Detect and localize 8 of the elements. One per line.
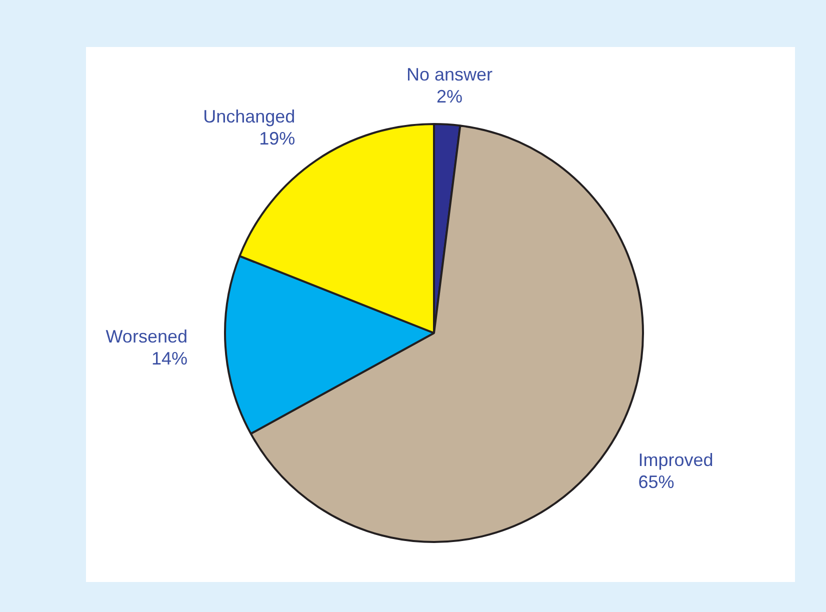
data-label: 2% xyxy=(436,86,463,106)
data-label: 19% xyxy=(259,128,296,149)
data-label: 14% xyxy=(151,348,188,368)
slice-label: Unchanged xyxy=(203,106,296,127)
slice-label: Worsened xyxy=(106,326,188,346)
slice-label: No answer xyxy=(406,64,493,84)
slice-label: Improved xyxy=(638,450,714,470)
data-label: 65% xyxy=(638,472,674,492)
